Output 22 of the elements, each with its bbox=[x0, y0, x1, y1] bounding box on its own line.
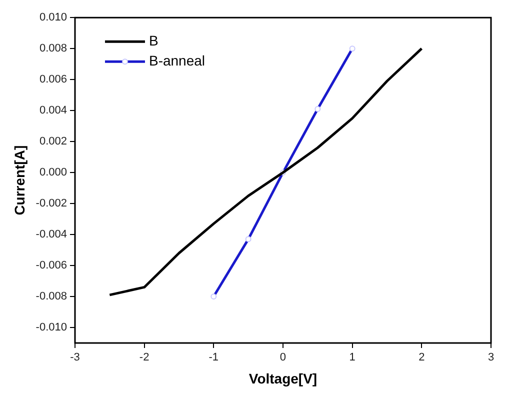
y-tick-label: 0.000 bbox=[39, 166, 67, 179]
x-tick-label: -2 bbox=[139, 352, 150, 364]
y-tick-label: 0.008 bbox=[39, 42, 67, 55]
y-tick-label: 0.004 bbox=[39, 104, 67, 117]
y-tick-label: -0.004 bbox=[36, 228, 67, 241]
y-tick-label: 0.006 bbox=[39, 74, 67, 86]
x-axis-title: Voltage[V] bbox=[248, 370, 318, 386]
y-tick-label: 0.002 bbox=[39, 136, 67, 148]
y-tick-label: -0.006 bbox=[36, 260, 67, 272]
legend-label: B bbox=[148, 32, 158, 48]
x-tick-label: 1 bbox=[349, 352, 356, 364]
legend-label: B-anneal bbox=[148, 52, 206, 68]
y-tick-label: -0.010 bbox=[36, 322, 67, 334]
x-tick-label: -3 bbox=[70, 352, 80, 364]
y-axis-title: Current[A] bbox=[11, 145, 28, 216]
x-tick-label: 2 bbox=[418, 352, 425, 364]
x-tick-label: 3 bbox=[488, 352, 494, 364]
y-tick-label: -0.002 bbox=[36, 198, 67, 210]
y-tick-label: -0.008 bbox=[36, 290, 67, 303]
x-tick-label: -1 bbox=[208, 352, 219, 364]
y-tick-label: 0.010 bbox=[39, 12, 67, 24]
x-tick-label: 0 bbox=[280, 352, 286, 364]
